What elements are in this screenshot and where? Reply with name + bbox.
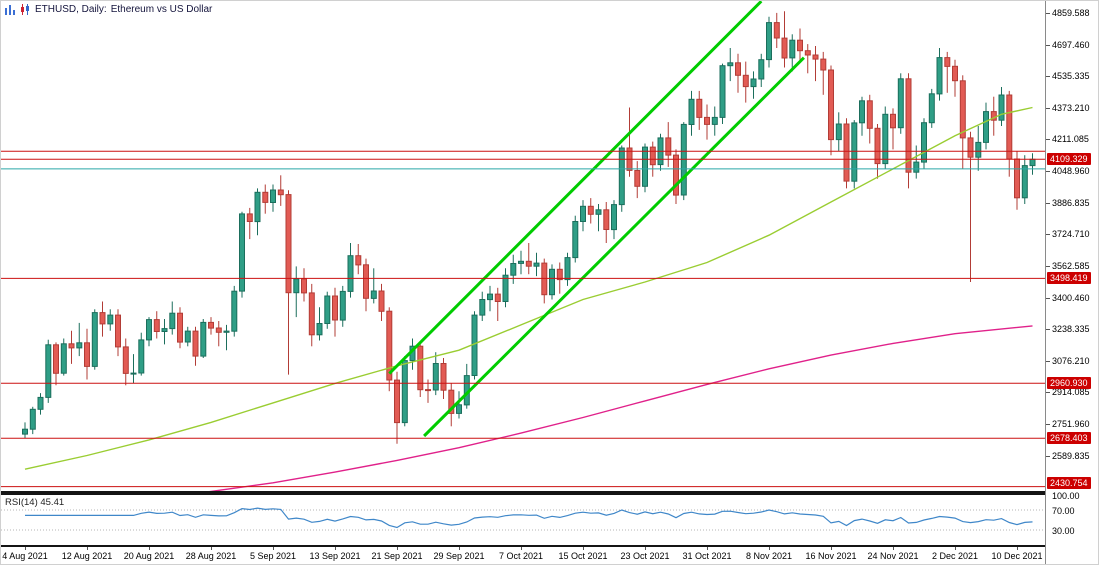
price-tag: 2678.403	[1047, 432, 1091, 445]
price-axis-tick	[1046, 76, 1050, 77]
date-axis-label: 31 Oct 2021	[682, 551, 732, 561]
price-tag: 3498.419	[1047, 272, 1091, 285]
price-tag: 2430.754	[1047, 477, 1091, 489]
date-axis-tick	[397, 547, 398, 550]
date-axis-tick	[707, 547, 708, 550]
price-axis-label: 4859.588	[1052, 7, 1090, 18]
date-axis-tick	[955, 547, 956, 550]
bar-chart-icon	[5, 4, 16, 15]
date-axis-tick	[583, 547, 584, 550]
rsi-line	[25, 507, 1033, 529]
price-axis-label: 3886.835	[1052, 197, 1090, 208]
rsi-axis-label: 100.00	[1052, 491, 1080, 501]
chart-bottom-border	[1, 545, 1045, 547]
date-axis-label: 7 Oct 2021	[498, 551, 544, 561]
price-axis-label: 4048.960	[1052, 166, 1090, 177]
rsi-plot[interactable]	[1, 495, 1045, 545]
price-chart-svg	[1, 1, 1045, 491]
date-axis-label: 2 Dec 2021	[931, 551, 979, 561]
price-tag: 2960.930	[1047, 377, 1091, 390]
price-axis-tick	[1046, 108, 1050, 109]
ma-fast-line	[24, 106, 1033, 470]
symbol-description: Ethereum vs US Dollar	[110, 4, 213, 15]
price-axis-tick	[1046, 13, 1050, 14]
date-axis-tick	[521, 547, 522, 550]
date-axis-label: 12 Aug 2021	[61, 551, 113, 561]
rsi-svg	[1, 507, 1045, 531]
price-axis-tick	[1046, 361, 1050, 362]
price-axis-tick	[1046, 392, 1050, 393]
trend-channel[interactable]	[388, 1, 805, 438]
price-axis-label: 4697.460	[1052, 39, 1090, 50]
date-axis-label: 24 Nov 2021	[867, 551, 919, 561]
price-axis-tick	[1046, 266, 1050, 267]
price-axis-label: 2914.085	[1052, 387, 1090, 398]
date-axis-tick	[25, 547, 26, 550]
price-axis-label: 2589.835	[1052, 450, 1090, 461]
ma-slow-line	[209, 325, 1033, 491]
date-axis-label: 28 Aug 2021	[185, 551, 237, 561]
price-axis-tick	[1046, 234, 1050, 235]
date-axis-tick	[87, 547, 88, 550]
rsi-indicator-label: RSI(14) 45.41	[5, 497, 65, 508]
price-axis[interactable]: 4859.588 4697.460 4535.335 4373.210 4211.085…	[1045, 1, 1098, 564]
rsi-axis-label: 70.00	[1052, 506, 1075, 516]
chart-header: ETHUSD, Daily: Ethereum vs US Dollar	[5, 4, 212, 15]
date-axis-tick	[893, 547, 894, 550]
price-tag: 4109.329	[1047, 153, 1091, 166]
date-axis-tick	[831, 547, 832, 550]
price-axis-tick	[1046, 45, 1050, 46]
candles-icon	[20, 4, 31, 15]
date-axis-label: 20 Aug 2021	[123, 551, 175, 561]
panel-separator[interactable]	[1, 491, 1045, 495]
price-axis-label: 4211.085	[1052, 134, 1089, 145]
date-axis-tick	[335, 547, 336, 550]
date-axis-tick	[149, 547, 150, 550]
price-axis-label: 3724.710	[1052, 229, 1090, 240]
date-axis-tick	[1017, 547, 1018, 550]
date-axis-label: 23 Oct 2021	[620, 551, 670, 561]
price-axis-tick	[1046, 424, 1050, 425]
date-axis-label: 13 Sep 2021	[309, 551, 361, 561]
date-axis-label: 8 Nov 2021	[745, 551, 793, 561]
main-plot[interactable]	[1, 1, 1045, 491]
date-axis-tick	[459, 547, 460, 550]
rsi-axis-label: 30.00	[1052, 526, 1075, 536]
candlesticks	[22, 11, 1036, 444]
date-axis-label: 29 Sep 2021	[433, 551, 485, 561]
price-axis-label: 4373.210	[1052, 102, 1090, 113]
price-axis-label: 3400.460	[1052, 292, 1090, 303]
channel-line[interactable]	[423, 56, 805, 438]
date-axis-tick	[211, 547, 212, 550]
price-axis-label: 4535.335	[1052, 71, 1090, 82]
price-axis-tick	[1046, 298, 1050, 299]
symbol-title: ETHUSD, Daily:	[35, 4, 107, 15]
date-axis-tick	[273, 547, 274, 550]
price-axis-label: 3076.210	[1052, 355, 1090, 366]
price-axis-tick	[1046, 329, 1050, 330]
price-axis-label: 3238.335	[1052, 324, 1090, 335]
date-axis-label: 21 Sep 2021	[371, 551, 423, 561]
date-axis[interactable]: 4 Aug 2021 12 Aug 2021 20 Aug 2021 28 Aug 2…	[1, 547, 1045, 564]
price-axis-tick	[1046, 456, 1050, 457]
date-axis-tick	[645, 547, 646, 550]
price-axis-tick	[1046, 203, 1050, 204]
date-axis-tick	[769, 547, 770, 550]
price-axis-tick	[1046, 171, 1050, 172]
channel-line[interactable]	[388, 1, 763, 375]
date-axis-label: 15 Oct 2021	[558, 551, 608, 561]
price-axis-tick	[1046, 139, 1050, 140]
horizontal-lines[interactable]	[1, 150, 1045, 488]
date-axis-label: 4 Aug 2021	[2, 551, 48, 561]
price-axis-label: 3562.585	[1052, 260, 1090, 271]
date-axis-label: 16 Nov 2021	[805, 551, 857, 561]
date-axis-label: 10 Dec 2021	[991, 551, 1043, 561]
price-axis-label: 2751.960	[1052, 418, 1090, 429]
date-axis-label: 5 Sep 2021	[249, 551, 297, 561]
